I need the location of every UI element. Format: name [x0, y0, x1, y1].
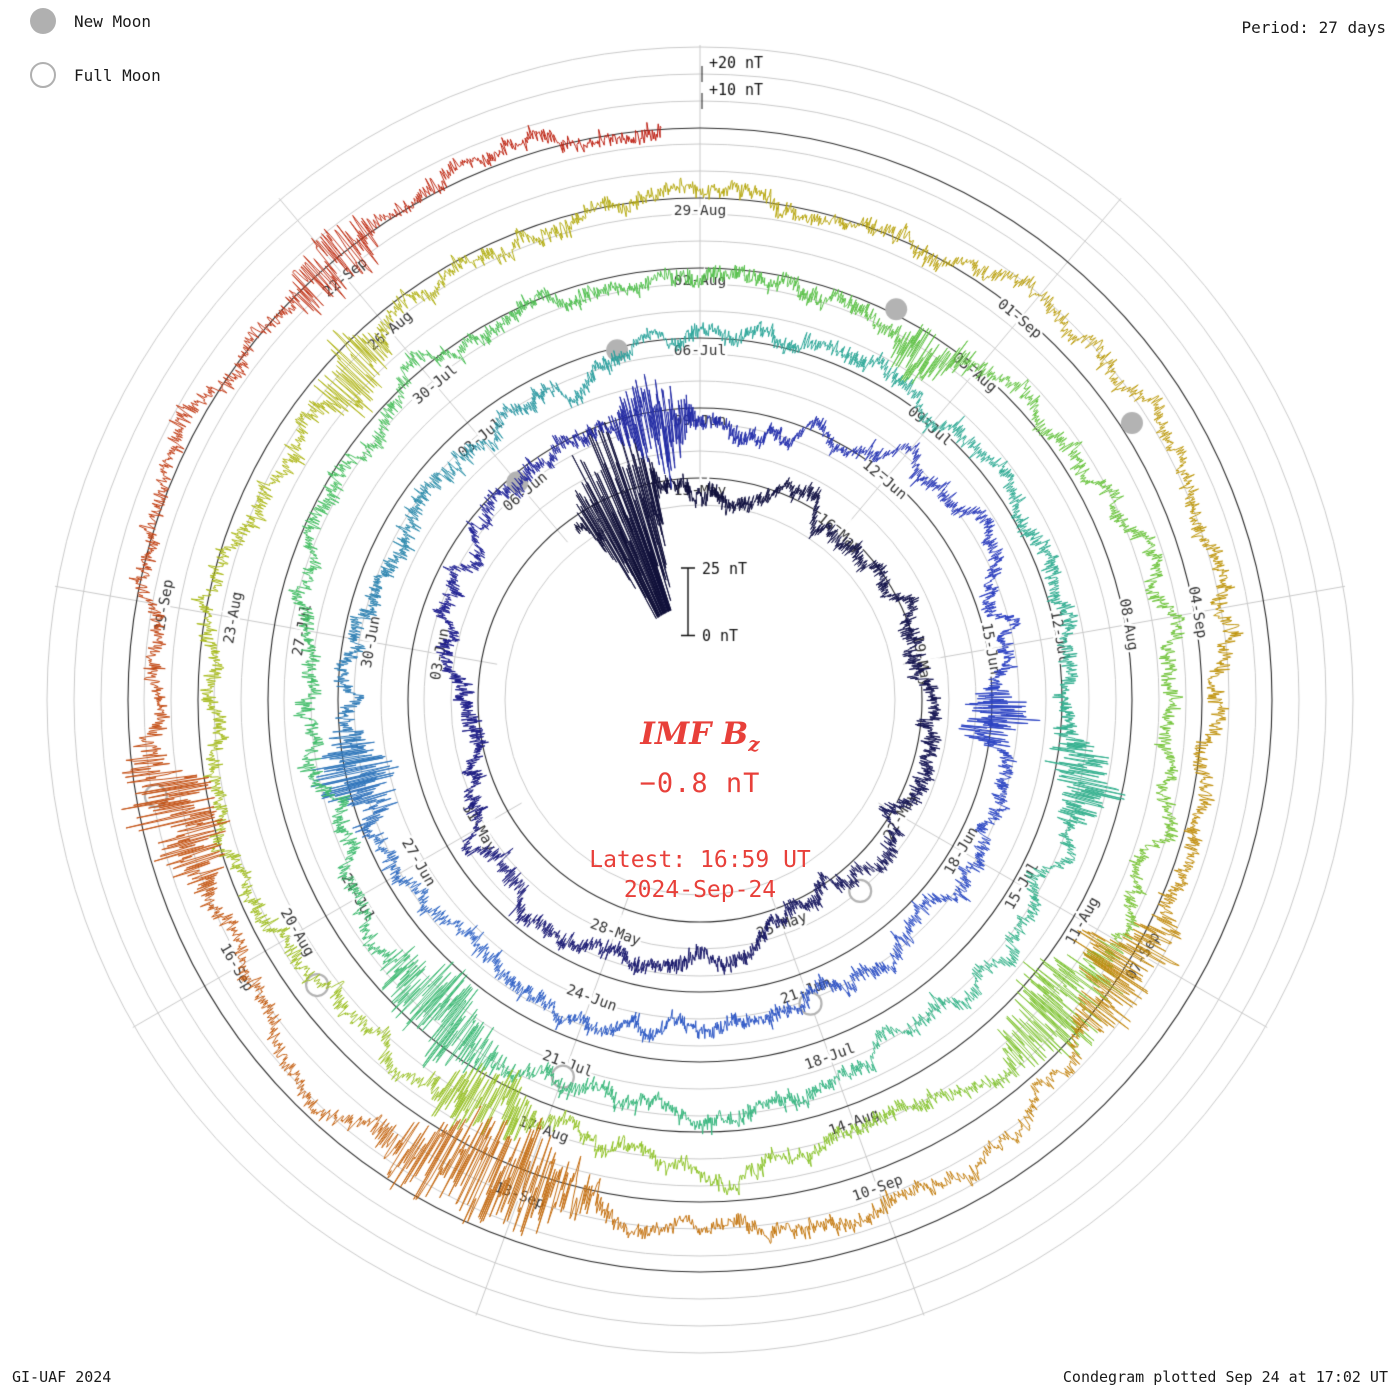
center-annotation: IMF Bz −0.8 nT Latest: 16:59 UT 2024-Sep… — [0, 716, 1400, 905]
plotted-label: Condegram plotted Sep 24 at 17:02 UT — [1062, 1368, 1388, 1386]
series-title: IMF Bz — [0, 716, 1400, 756]
series-title-subscript: z — [748, 732, 760, 757]
period-label: Period: 27 days — [1241, 18, 1387, 37]
credit-label: GI-UAF 2024 — [12, 1368, 112, 1386]
full-moon-icon — [30, 62, 56, 88]
new-moon-label: New Moon — [74, 11, 152, 31]
legend-new-moon: New Moon — [30, 8, 161, 34]
moon-legend: New Moon Full Moon — [30, 8, 161, 116]
new-moon-icon — [30, 8, 56, 34]
legend-full-moon: Full Moon — [30, 62, 161, 88]
series-title-main: IMF B — [640, 716, 749, 752]
latest-time-label: Latest: 16:59 UT — [589, 847, 811, 874]
latest-value: −0.8 nT — [639, 768, 761, 800]
full-moon-label: Full Moon — [74, 65, 161, 85]
latest-date-label: 2024-Sep-24 — [623, 877, 777, 904]
